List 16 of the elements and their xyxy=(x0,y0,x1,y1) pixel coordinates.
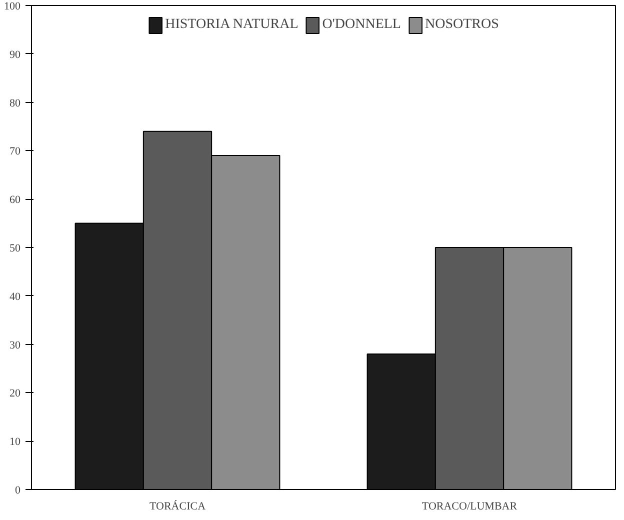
y-tick-label: 80 xyxy=(10,97,21,110)
legend-label: O'DONNELL xyxy=(322,17,401,33)
y-tick-label: 10 xyxy=(10,436,21,448)
y-tick-label: 20 xyxy=(10,388,21,400)
x-tick-label: TORACO/LUMBAR xyxy=(422,500,518,512)
y-tick-label: 40 xyxy=(10,290,21,303)
y-tick-label: 60 xyxy=(10,194,21,206)
y-tick-label: 30 xyxy=(10,339,21,352)
y-tick-label: 0 xyxy=(15,484,21,496)
y-tick-label: 90 xyxy=(10,48,21,61)
legend-label: NOSOTROS xyxy=(424,17,499,33)
y-tick-label: 70 xyxy=(10,146,21,158)
y-tick-label: 50 xyxy=(10,242,21,254)
legend-label: HISTORIA NATURAL xyxy=(165,17,298,33)
y-tick-label: 100 xyxy=(4,0,21,12)
x-tick-label: TORÁCICA xyxy=(149,500,206,512)
